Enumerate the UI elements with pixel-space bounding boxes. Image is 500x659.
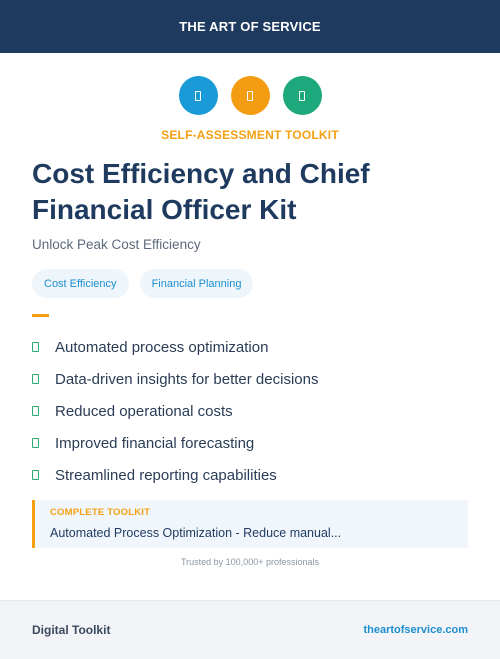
callout-text: Automated Process Optimization - Reduce … — [50, 526, 342, 540]
callout-label: COMPLETE TOOLKIT — [50, 507, 151, 518]
feature-text: Automated process optimization — [55, 338, 269, 356]
check-icon — [32, 470, 39, 480]
check-icon — [32, 406, 39, 416]
subtitle: Unlock Peak Cost Efficiency — [32, 237, 201, 252]
check-icon — [32, 374, 39, 384]
top-banner: THE ART OF SERVICE — [0, 0, 500, 53]
page-title: Cost Efficiency and Chief Financial Offi… — [32, 158, 370, 225]
feature-text: Streamlined reporting capabilities — [55, 466, 277, 484]
feature-list: Automated process optimization Data-driv… — [32, 331, 318, 491]
accent-divider — [32, 314, 49, 317]
footer: Digital Toolkit theartofservice.com — [0, 600, 500, 659]
tag-list: Cost Efficiency Financial Planning — [32, 269, 254, 298]
list-item: Data-driven insights for better decision… — [32, 363, 318, 395]
feature-text: Reduced operational costs — [55, 402, 233, 420]
trust-line: Trusted by 100,000+ professionals — [180, 557, 319, 567]
doc-icon — [178, 76, 218, 115]
toolkit-callout[interactable]: COMPLETE TOOLKIT Automated Process Optim… — [32, 500, 468, 548]
feature-text: Data-driven insights for better decision… — [55, 370, 319, 388]
doc-icon — [230, 76, 270, 115]
list-item: Automated process optimization — [32, 331, 318, 363]
tag-cost-efficiency[interactable]: Cost Efficiency — [32, 269, 129, 298]
check-icon — [32, 438, 39, 448]
list-item: Improved financial forecasting — [32, 427, 318, 459]
check-icon — [32, 342, 39, 352]
doc-icon — [282, 76, 322, 115]
website-link[interactable]: theartofservice.com — [363, 624, 468, 636]
icon-row — [0, 76, 500, 115]
tag-financial-planning[interactable]: Financial Planning — [139, 269, 254, 298]
toolkit-kicker: SELF-ASSESSMENT TOOLKIT — [161, 128, 339, 142]
list-item: Streamlined reporting capabilities — [32, 459, 318, 491]
footer-label: Digital Toolkit — [32, 623, 111, 637]
brand-name: THE ART OF SERVICE — [179, 19, 321, 34]
list-item: Reduced operational costs — [32, 395, 318, 427]
feature-text: Improved financial forecasting — [55, 434, 255, 452]
